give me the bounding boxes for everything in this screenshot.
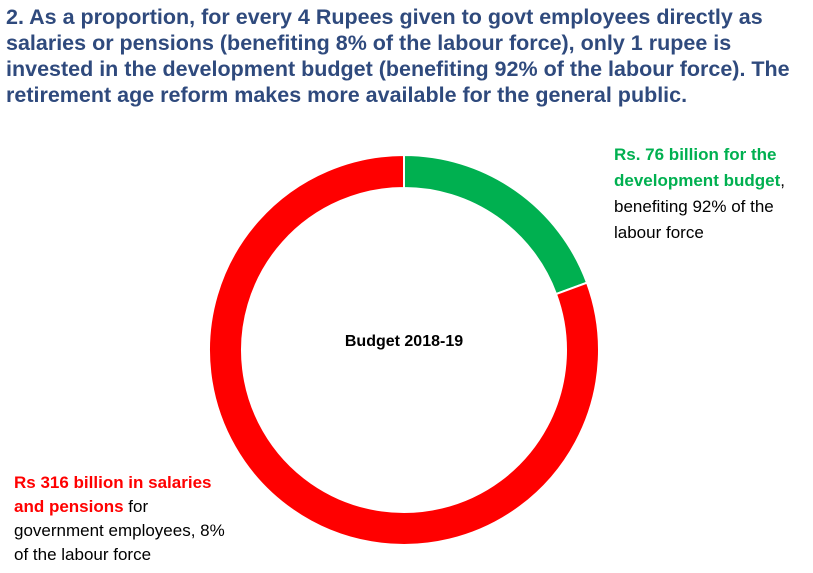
development-budget-amount: Rs. 76 billion for the development budge… <box>614 145 781 190</box>
headline: 2. As a proportion, for every 4 Rupees g… <box>6 5 790 107</box>
chart-center-title: Budget 2018-19 <box>345 333 463 350</box>
development-budget-label: Rs. 76 billion for the development budge… <box>614 142 804 246</box>
salaries-pensions-label: Rs 316 billion in salaries and pensions … <box>14 471 229 567</box>
salaries-pensions-beneficiaries: for government employees, 8% of the labo… <box>14 497 225 564</box>
salaries-pensions-amount: Rs 316 billion in salaries and pensions <box>14 473 212 516</box>
slice-development-budget <box>403 153 589 296</box>
development-budget-beneficiaries: benefiting 92% of the labour force <box>614 197 774 242</box>
slice-salaries-pensions <box>208 153 600 546</box>
development-budget-comma: , <box>780 171 785 190</box>
